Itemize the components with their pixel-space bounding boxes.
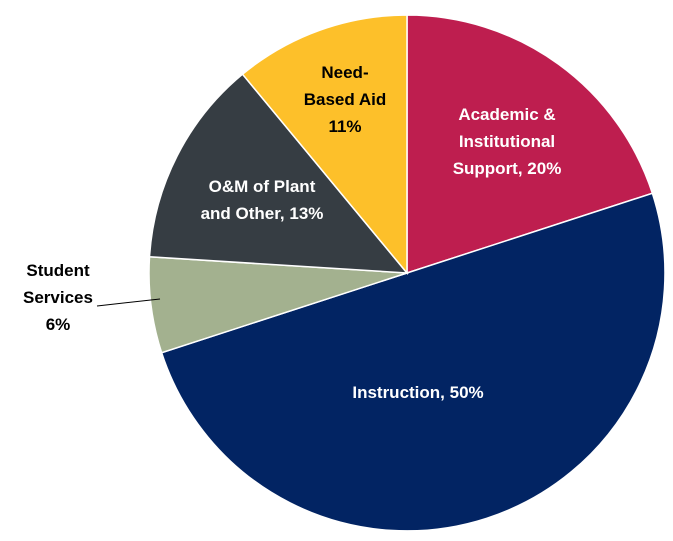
- data-label-line: Need-: [321, 63, 368, 82]
- data-label-academic-institutional-support: Academic & Institutional Support, 20%: [453, 105, 562, 178]
- data-label-line: Student: [26, 261, 90, 280]
- data-label-student-services: Student Services 6%: [23, 261, 93, 334]
- student-services-leader-line: [96, 298, 161, 307]
- pie-slices: [148, 14, 666, 532]
- pie-labels: Academic & Institutional Support, 20% Instr…: [23, 63, 561, 402]
- slice-instruction: [160, 192, 666, 532]
- slice-need-based-aid: [241, 14, 408, 276]
- data-label-need-based-aid: Need- Based Aid 11%: [304, 63, 387, 136]
- data-label-line: Support, 20%: [453, 159, 562, 178]
- data-label-instruction: Instruction, 50%: [352, 383, 483, 402]
- slice-academic-institutional-support: [406, 14, 654, 275]
- data-label-line: Based Aid: [304, 90, 387, 109]
- data-label-line: Academic &: [458, 105, 555, 124]
- data-label-line: 11%: [328, 117, 361, 136]
- data-label-line: Institutional: [459, 132, 555, 151]
- slice-o-m-of-plant-and-other: [148, 73, 409, 274]
- data-label-line: 6%: [46, 315, 71, 334]
- data-label-line: and Other, 13%: [201, 204, 324, 223]
- data-label-line: O&M of Plant: [209, 177, 316, 196]
- data-label-o-m-of-plant-and-other: O&M of Plant and Other, 13%: [201, 177, 324, 223]
- data-label-line: Services: [23, 288, 93, 307]
- data-label-line: Instruction, 50%: [352, 383, 483, 402]
